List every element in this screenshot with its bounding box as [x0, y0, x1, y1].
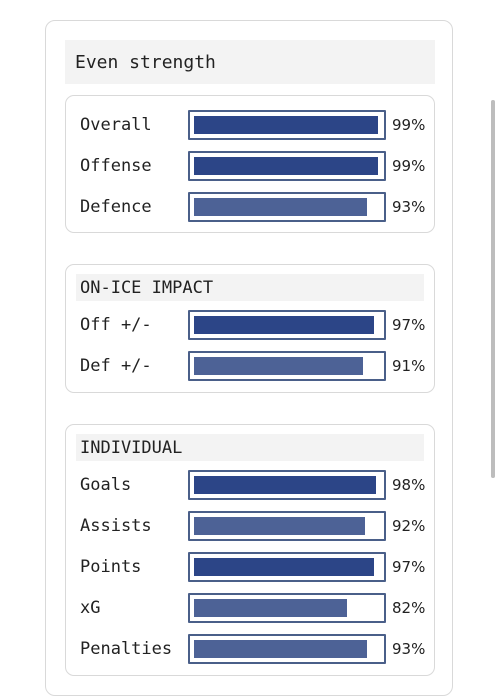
stat-percentile: 99% — [392, 116, 426, 134]
scrollbar[interactable] — [491, 100, 495, 478]
percentile-bar — [188, 634, 386, 664]
percentile-bar-fill — [194, 316, 375, 334]
section-title-text: Even strength — [75, 51, 216, 73]
stat-percentile: 82% — [392, 599, 426, 617]
stat-label: Assists — [80, 516, 152, 536]
stat-label: Offense — [80, 156, 152, 176]
stat-row-goals: Goals 98% — [66, 470, 434, 500]
percentile-bar — [188, 151, 386, 181]
stat-label: Points — [80, 557, 142, 577]
stat-label: Off +/- — [80, 315, 152, 335]
stat-label: Overall — [80, 115, 152, 135]
section-title: Even strength — [65, 40, 435, 84]
stat-label: Defence — [80, 197, 152, 217]
stat-percentile: 93% — [392, 640, 426, 658]
stat-row-offense: Offense 99% — [66, 151, 434, 181]
stat-percentile: 97% — [392, 316, 426, 334]
stat-row-assists: Assists 92% — [66, 511, 434, 541]
percentile-bar-fill — [194, 640, 367, 658]
stat-row-def-plus-minus: Def +/- 91% — [66, 351, 434, 381]
ratings-group: Overall 99% Offense 99% Defence 93% — [65, 95, 435, 233]
group-title: INDIVIDUAL — [76, 434, 424, 461]
percentile-bar — [188, 192, 386, 222]
stat-percentile: 92% — [392, 517, 426, 535]
percentile-bar-fill — [194, 517, 366, 535]
stat-percentile: 97% — [392, 558, 426, 576]
stat-percentile: 91% — [392, 357, 426, 375]
stat-row-defence: Defence 93% — [66, 192, 434, 222]
stat-row-penalties: Penalties 93% — [66, 634, 434, 664]
percentile-bar — [188, 511, 386, 541]
individual-group: INDIVIDUAL Goals 98% Assists 92% Points … — [65, 424, 435, 676]
percentile-bar — [188, 552, 386, 582]
percentile-bar-fill — [194, 116, 379, 134]
percentile-bar-fill — [194, 157, 379, 175]
stat-label: Penalties — [80, 639, 173, 659]
stat-label: Def +/- — [80, 356, 152, 376]
stat-row-points: Points 97% — [66, 552, 434, 582]
stat-row-xg: xG 82% — [66, 593, 434, 623]
percentile-bar-fill — [194, 198, 367, 216]
percentile-bar-fill — [194, 476, 377, 494]
percentile-bar — [188, 310, 386, 340]
percentile-bar-fill — [194, 357, 364, 375]
stat-percentile: 93% — [392, 198, 426, 216]
percentile-bar — [188, 593, 386, 623]
stat-row-off-plus-minus: Off +/- 97% — [66, 310, 434, 340]
stat-row-overall: Overall 99% — [66, 110, 434, 140]
stat-percentile: 98% — [392, 476, 426, 494]
percentile-bar-fill — [194, 558, 375, 576]
stat-label: Goals — [80, 475, 132, 495]
percentile-bar — [188, 351, 386, 381]
stat-label: xG — [80, 598, 101, 618]
percentile-bar-fill — [194, 599, 347, 617]
percentile-bar — [188, 470, 386, 500]
group-title-text: ON-ICE IMPACT — [80, 277, 214, 298]
group-title-text: INDIVIDUAL — [80, 437, 183, 458]
group-title: ON-ICE IMPACT — [76, 274, 424, 301]
scrollbar-thumb[interactable] — [491, 100, 495, 478]
stat-percentile: 99% — [392, 157, 426, 175]
on-ice-impact-group: ON-ICE IMPACT Off +/- 97% Def +/- 91% — [65, 264, 435, 393]
percentile-bar — [188, 110, 386, 140]
